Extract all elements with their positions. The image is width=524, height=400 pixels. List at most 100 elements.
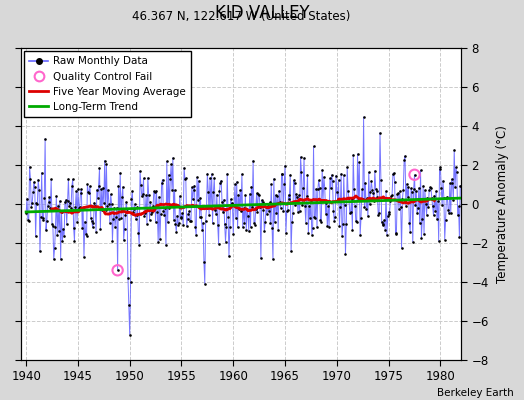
- Point: [237, 208, 245, 214]
- Point: [372, 186, 380, 192]
- Point: [221, 238, 230, 245]
- Point: [374, 212, 383, 218]
- Point: [60, 233, 68, 239]
- Point: [89, 224, 97, 230]
- Point: [216, 179, 224, 186]
- Point: [423, 194, 432, 201]
- Point: [194, 178, 203, 184]
- Point: [86, 215, 95, 222]
- Point: [359, 114, 368, 120]
- Point: [245, 191, 254, 197]
- Point: [446, 180, 454, 186]
- Point: [27, 204, 36, 210]
- Point: [283, 207, 292, 214]
- Point: [421, 200, 430, 207]
- Point: [302, 219, 310, 226]
- Point: [144, 174, 152, 181]
- Point: [317, 218, 325, 225]
- Point: [272, 209, 281, 216]
- Point: [321, 210, 330, 217]
- Point: [393, 191, 401, 197]
- Point: [67, 205, 75, 211]
- Point: [50, 245, 59, 251]
- Point: [349, 152, 357, 158]
- Point: [77, 190, 85, 196]
- Point: [203, 170, 212, 177]
- Point: [92, 229, 100, 235]
- Point: [127, 196, 136, 202]
- Point: [235, 206, 244, 212]
- Point: [177, 214, 185, 220]
- Point: [449, 197, 457, 204]
- Point: [42, 227, 50, 234]
- Point: [219, 209, 227, 215]
- Point: [223, 170, 232, 177]
- Point: [267, 181, 276, 188]
- Point: [65, 203, 73, 210]
- Point: [420, 230, 428, 237]
- Point: [276, 199, 284, 205]
- Point: [150, 188, 158, 194]
- Point: [454, 203, 463, 210]
- Point: [154, 239, 162, 245]
- Point: [90, 199, 99, 206]
- Point: [64, 176, 73, 182]
- Point: [409, 186, 418, 192]
- Point: [172, 228, 180, 235]
- Point: [117, 215, 125, 221]
- Point: [29, 189, 37, 196]
- Point: [369, 190, 377, 196]
- Point: [385, 208, 393, 215]
- Point: [362, 206, 370, 212]
- Point: [123, 208, 132, 214]
- Point: [142, 192, 150, 199]
- Point: [114, 182, 123, 189]
- Point: [307, 197, 315, 204]
- Point: [108, 237, 117, 244]
- Point: [206, 175, 214, 181]
- Point: [225, 253, 233, 260]
- Point: [355, 159, 364, 166]
- Point: [185, 208, 193, 214]
- Point: [100, 200, 108, 206]
- Point: [81, 218, 89, 225]
- Point: [200, 258, 208, 265]
- Point: [310, 214, 319, 220]
- Point: [417, 234, 425, 241]
- Point: [368, 186, 376, 193]
- Point: [350, 186, 358, 192]
- Point: [210, 174, 219, 181]
- Point: [77, 186, 85, 192]
- Point: [309, 224, 317, 231]
- Point: [54, 228, 63, 234]
- Point: [57, 209, 66, 216]
- Point: [105, 201, 113, 208]
- Point: [110, 204, 118, 211]
- Point: [46, 205, 54, 212]
- Point: [89, 220, 97, 226]
- Point: [129, 209, 137, 216]
- Point: [347, 196, 356, 202]
- Point: [149, 203, 157, 210]
- Point: [346, 208, 355, 215]
- Point: [99, 184, 107, 191]
- Point: [341, 251, 350, 257]
- Point: [395, 206, 403, 212]
- Point: [158, 176, 167, 183]
- Point: [59, 226, 68, 232]
- Point: [113, 204, 121, 211]
- Point: [50, 256, 58, 262]
- Point: [389, 171, 397, 177]
- Point: [253, 190, 261, 196]
- Point: [195, 214, 204, 220]
- Point: [453, 212, 462, 219]
- Point: [281, 162, 289, 169]
- Point: [102, 161, 111, 167]
- Point: [22, 210, 30, 216]
- Point: [390, 179, 399, 186]
- Point: [97, 186, 105, 192]
- Point: [258, 197, 266, 203]
- Point: [115, 216, 124, 223]
- Point: [232, 215, 240, 221]
- Point: [69, 176, 77, 182]
